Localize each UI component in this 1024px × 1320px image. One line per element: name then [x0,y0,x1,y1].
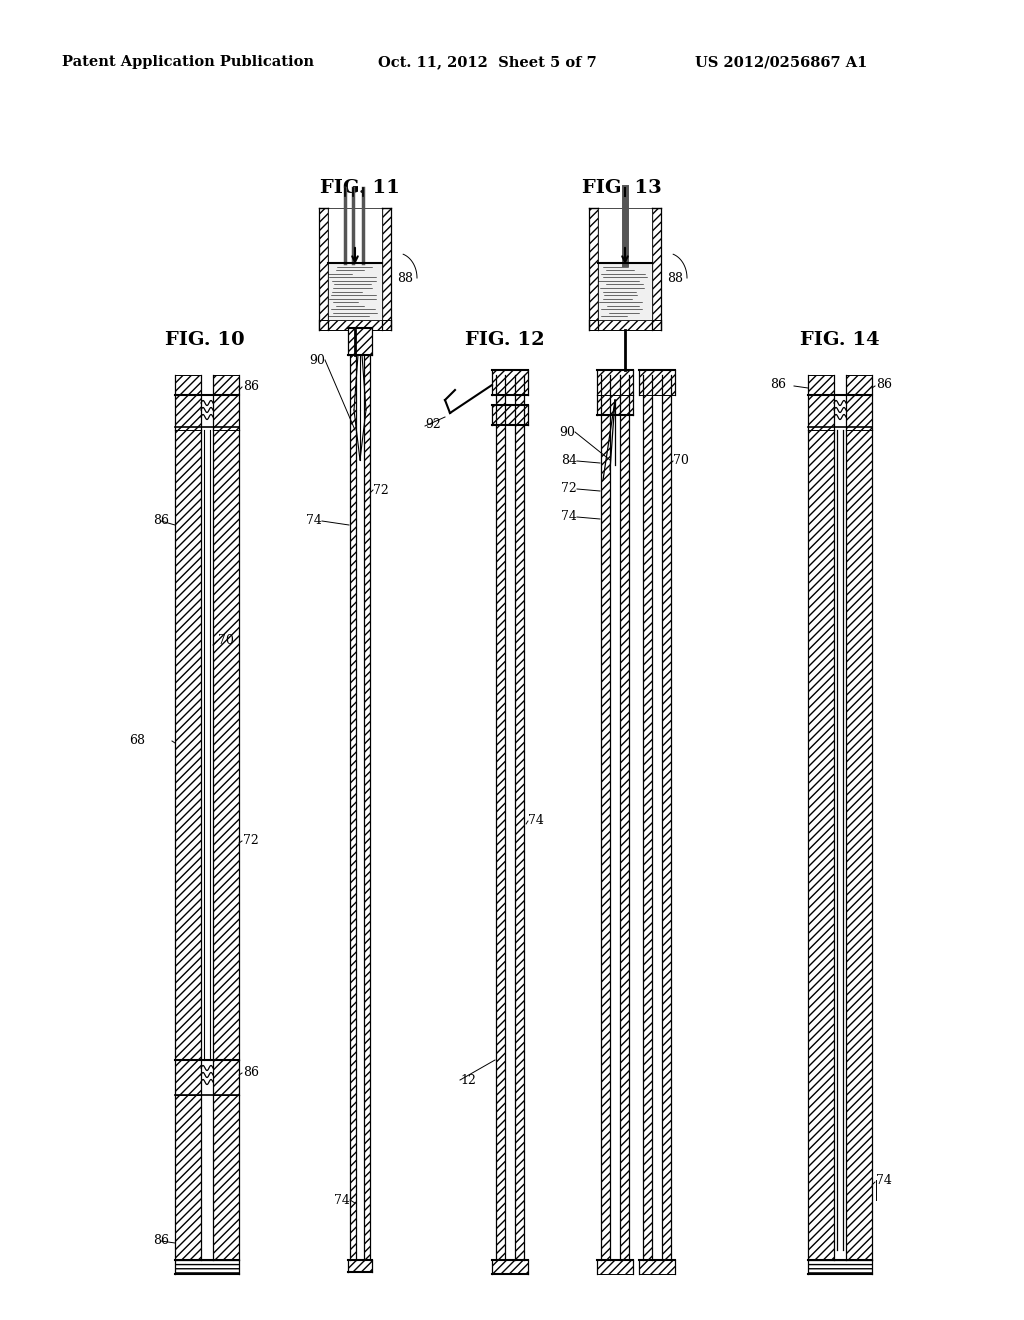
Text: 88: 88 [397,272,413,285]
Bar [598,209,652,263]
Bar [350,355,356,1261]
Bar [175,430,201,1060]
Text: 72: 72 [243,833,259,846]
Bar [662,375,671,1261]
Text: 86: 86 [243,380,259,392]
Bar [643,375,652,1261]
Text: 88: 88 [667,272,683,285]
Bar [364,355,370,1261]
Text: 74: 74 [306,513,322,527]
Bar [328,209,382,263]
Bar [213,1060,239,1096]
Text: 86: 86 [153,1233,169,1246]
Text: 86: 86 [770,379,786,392]
Bar [319,209,328,330]
Bar [496,375,505,1261]
Text: 12: 12 [460,1073,476,1086]
Bar [213,375,239,430]
Bar [515,375,524,1261]
Bar [213,1096,239,1261]
Text: 70: 70 [218,634,233,647]
Text: 90: 90 [559,425,575,438]
Bar [319,319,391,330]
Text: 74: 74 [876,1173,892,1187]
Text: Oct. 11, 2012  Sheet 5 of 7: Oct. 11, 2012 Sheet 5 of 7 [378,55,597,69]
Bar [620,375,629,1261]
Text: 74: 74 [561,510,577,523]
Bar [492,405,528,425]
Bar [348,1261,372,1272]
Text: 86: 86 [153,513,169,527]
Text: 92: 92 [425,418,440,432]
Bar [589,319,662,330]
Text: 84: 84 [561,454,577,466]
Bar [601,375,610,1261]
Bar [598,263,652,319]
Bar [639,1261,675,1274]
Text: 86: 86 [876,379,892,392]
Bar [652,209,662,330]
Text: 86: 86 [243,1065,259,1078]
Bar [597,1261,633,1274]
Bar [597,395,633,414]
Text: FIG. 11: FIG. 11 [321,180,400,197]
Bar [639,370,675,395]
Text: 68: 68 [129,734,145,747]
Text: 74: 74 [334,1193,350,1206]
Bar [846,375,872,430]
Bar [597,370,633,395]
Text: FIG. 10: FIG. 10 [165,331,245,348]
Bar [846,430,872,1261]
Text: 74: 74 [528,813,544,826]
Bar [175,375,201,430]
Text: Patent Application Publication: Patent Application Publication [62,55,314,69]
Bar [382,209,391,330]
Bar [348,327,372,355]
Bar [492,370,528,395]
Text: FIG. 14: FIG. 14 [800,331,880,348]
Bar [213,430,239,1060]
Bar [808,1261,872,1274]
Bar [175,1096,201,1261]
Bar [328,263,382,319]
Text: 72: 72 [561,482,577,495]
Text: 90: 90 [309,354,325,367]
Text: 70: 70 [673,454,689,466]
Bar [175,1060,201,1096]
Text: FIG. 12: FIG. 12 [465,331,545,348]
Text: 72: 72 [373,483,389,496]
Bar [808,375,834,430]
Bar [589,209,598,330]
Bar [492,1261,528,1274]
Text: US 2012/0256867 A1: US 2012/0256867 A1 [695,55,867,69]
Text: FIG. 13: FIG. 13 [582,180,662,197]
Bar [808,430,834,1261]
Bar [175,1261,239,1274]
